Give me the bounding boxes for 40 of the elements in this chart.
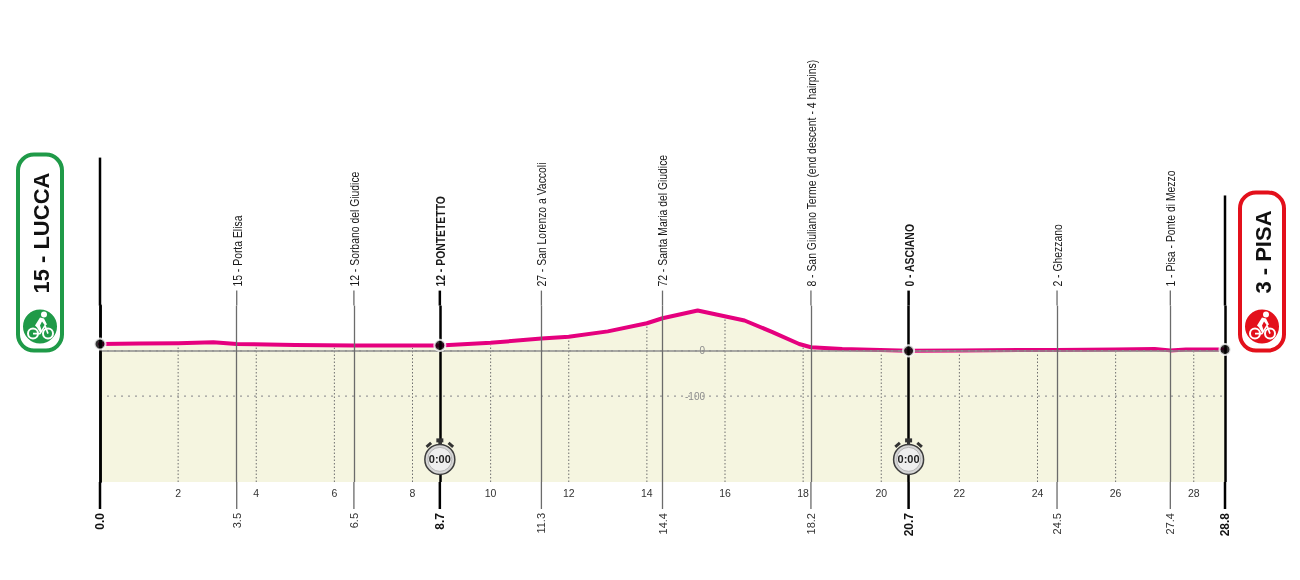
x-tick-label: 26 bbox=[1109, 486, 1122, 499]
annotation: 27.4 bbox=[1164, 513, 1177, 535]
x-tick-label: 12 bbox=[562, 486, 575, 499]
annotation: 0:00 bbox=[897, 453, 920, 466]
annotation: 11.3 bbox=[535, 513, 548, 534]
y-tick-label: -100 bbox=[684, 390, 706, 402]
ref-line-label: 15 - LUCCA bbox=[28, 172, 54, 294]
ref-line-label: 8 - San Giuliano Terme (end descent - 4 hairpins) bbox=[803, 59, 819, 287]
x-tick-label: 14 bbox=[641, 486, 653, 499]
x-tick-label: 22 bbox=[953, 486, 966, 499]
annotation: 14.4 bbox=[656, 513, 669, 535]
x-tick-label: 20 bbox=[875, 486, 888, 499]
x-tick-label: 4 bbox=[253, 486, 260, 499]
ref-line-label: 3 - PISA bbox=[1250, 210, 1276, 294]
ref-line-label: 12 - PONTETETTO bbox=[432, 196, 448, 287]
annotation: 20.7 bbox=[901, 512, 916, 537]
ref-line-label: 1 - Pisa - Ponte di Mezzo bbox=[1163, 170, 1178, 287]
x-tick-label: 10 bbox=[484, 486, 497, 499]
ref-line-label: 0 - ASCIANO bbox=[901, 224, 916, 287]
x-tick-label: 6 bbox=[331, 486, 338, 499]
ref-line-label: 27 - San Lorenzo a Vaccoli bbox=[534, 162, 549, 287]
x-tick-label: 16 bbox=[719, 486, 731, 499]
x-tick-label: 28 bbox=[1187, 486, 1200, 499]
y-tick-label: 0 bbox=[699, 345, 706, 357]
ref-line-label: 72 - Santa Maria del Giudice bbox=[655, 154, 670, 287]
ref-line-label: 15 - Porta Elisa bbox=[229, 215, 244, 287]
x-tick-label: 24 bbox=[1031, 486, 1044, 499]
ref-line-label: 2 - Ghezzano bbox=[1049, 223, 1065, 287]
x-tick-label: 18 bbox=[797, 486, 810, 499]
x-tick-label: 2 bbox=[175, 486, 182, 499]
annotation: 24.5 bbox=[1051, 513, 1064, 535]
annotation: 3.5 bbox=[230, 513, 243, 529]
annotation: 8.7 bbox=[432, 512, 447, 530]
ref-line-label: 12 - Sorbano del Giudice bbox=[346, 171, 362, 287]
annotation: 0.0 bbox=[93, 512, 107, 530]
annotation: 28.8 bbox=[1218, 512, 1232, 537]
annotation: 18.2 bbox=[804, 513, 817, 535]
annotation: 6.5 bbox=[347, 513, 360, 529]
x-tick-label: 8 bbox=[409, 486, 416, 499]
annotation: 0:00 bbox=[428, 453, 451, 466]
